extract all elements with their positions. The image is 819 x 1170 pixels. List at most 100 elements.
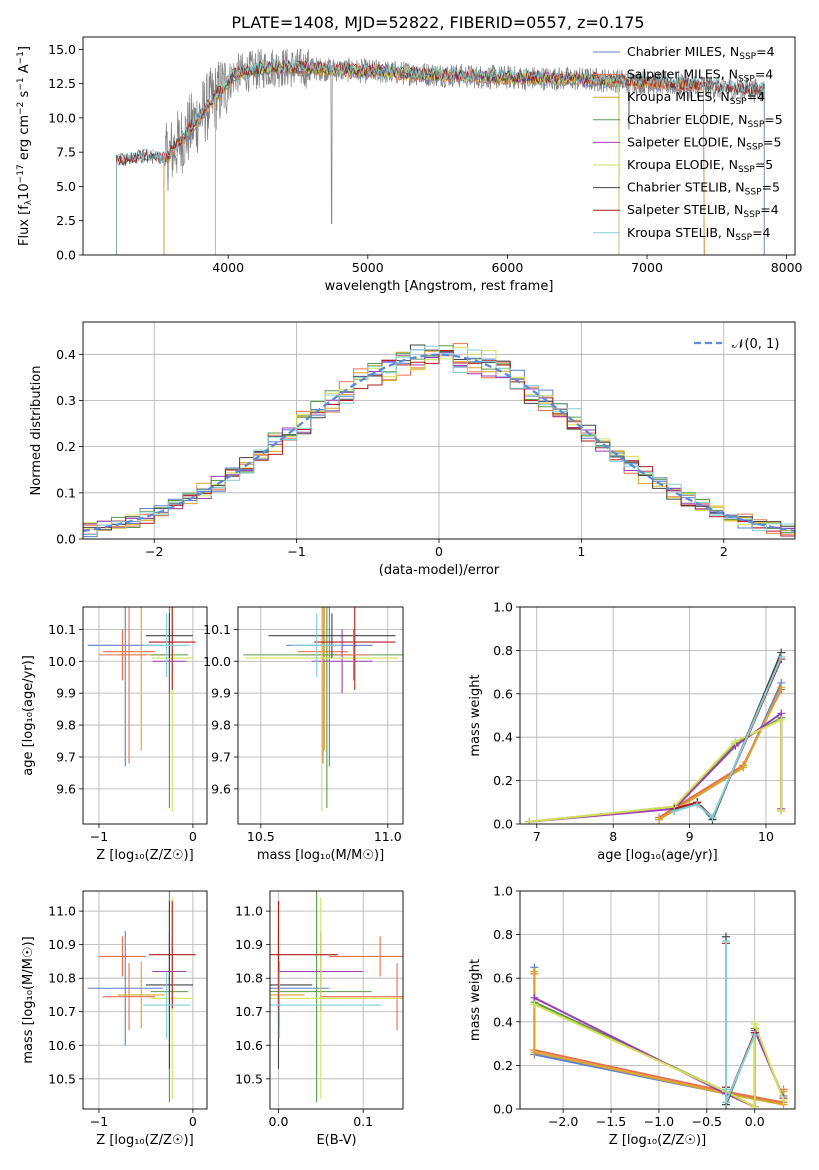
weight-vs-Z-ytick-label: 0.6: [493, 971, 513, 986]
mass-vs-EBV-xlabel: E(B-V): [316, 1133, 356, 1148]
legend-entry: Kroupa ELODIE, NSSP=5: [627, 157, 773, 175]
weight-vs-Z-xtick-label: −0.5: [692, 1114, 722, 1129]
weight-series-line: [725, 936, 756, 1106]
spectrum-ytick-label: 15.0: [48, 42, 76, 57]
weight-vs-age-ytick-label: 0.2: [493, 773, 513, 788]
mass-vs-Z-ytick-label: 10.7: [48, 1004, 76, 1019]
weight-vs-Z-xtick-label: −1.0: [644, 1114, 674, 1129]
mass-vs-Z-frame: [82, 890, 208, 1110]
model-spectrum-line: [163, 62, 705, 255]
weight-vs-Z-plot-area: [530, 932, 788, 1109]
weight-vs-Z-ytick-label: 0.8: [493, 927, 513, 942]
weight-point-marker: [693, 800, 702, 809]
weight-vs-Z-ytick-label: 0.0: [493, 1102, 513, 1117]
age-vs-mass-ytick-label: 9.9: [211, 686, 231, 701]
age-vs-Z-ytick-label: 9.7: [56, 749, 76, 764]
age-vs-mass-xtick-label: 10.5: [247, 829, 275, 844]
weight-vs-Z-xtick-label: −1.5: [596, 1114, 626, 1129]
spectrum-ytick-label: 2.5: [56, 213, 76, 228]
weight-vs-age-xlabel: age [log₁₀(age/yr)]: [597, 848, 718, 863]
residuals-ytick-label: 0.2: [56, 439, 76, 454]
weight-point-marker: [750, 1019, 759, 1028]
mass-vs-EBV-ytick-label: 11.0: [235, 904, 263, 919]
weight-vs-age-xtick-label: 9: [686, 829, 694, 844]
plots-container: 4000 5000 6000 7000 80000.02.55.07.510.012.5…: [16, 36, 803, 1148]
residuals-xtick-label: −2: [145, 544, 163, 559]
mass-vs-EBV-ytick-label: 10.6: [235, 1038, 263, 1053]
model-spectrum-line: [116, 58, 765, 255]
age-vs-Z-ytick-label: 10.1: [48, 622, 76, 637]
weight-vs-age-ytick-label: 0.0: [493, 817, 513, 832]
weight-vs-age-ytick-label: 0.6: [493, 686, 513, 701]
legend-entry: Kroupa MILES, NSSP=4: [627, 89, 765, 107]
spectrum-ytick-label: 5.0: [56, 179, 76, 194]
residuals-xtick-label: 0: [435, 544, 443, 559]
weight-vs-age-ytick-label: 1.0: [493, 600, 513, 615]
weight-vs-age-plot-area: [525, 648, 786, 824]
model-spectrum-line: [163, 62, 705, 255]
mass-vs-EBV-ytick-label: 10.7: [235, 1004, 263, 1019]
weight-point-marker: [708, 813, 717, 822]
spectrum-legend: Chabrier MILES, NSSP=4 Salpeter MILES, NS…: [593, 44, 783, 243]
age-vs-mass-frame: [237, 606, 404, 825]
spectrum-ytick-label: 10.0: [48, 110, 76, 125]
mass-vs-Z-xlabel: Z [log₁₀(Z/Z☉)]: [96, 1133, 193, 1148]
normal-legend-label: 𝒩(0, 1): [732, 337, 779, 352]
mass-vs-EBV-plot-area: [270, 891, 403, 1103]
mass-vs-Z-xtick-label: 0: [189, 1114, 197, 1129]
age-vs-Z-xtick-label: 0: [189, 829, 197, 844]
age-vs-Z-frame: [82, 606, 208, 825]
mass-vs-Z-ylabel: mass [log₁₀(M/M☉)]: [21, 936, 36, 1063]
mass-vs-Z-ytick-label: 10.6: [48, 1038, 76, 1053]
age-vs-mass-ytick-label: 9.6: [211, 781, 231, 796]
spectrum-xtick-label: 6000: [492, 260, 524, 275]
weight-vs-age-xtick-label: 7: [533, 829, 541, 844]
mass-vs-Z-xtick-label: −1: [90, 1114, 108, 1129]
normal-curve-line: [83, 353, 795, 533]
spectrum-frame: [82, 36, 796, 256]
weight-point-marker: [731, 737, 740, 746]
weight-series-line: [725, 941, 756, 1104]
weight-point-marker: [530, 967, 539, 976]
residual-histogram-line: [83, 345, 795, 536]
spectrum-xtick-label: 4000: [212, 260, 244, 275]
mass-vs-Z-ytick-label: 10.8: [48, 971, 76, 986]
residuals-ytick-label: 0.0: [56, 532, 76, 547]
legend-entry: Chabrier MILES, NSSP=4: [627, 44, 775, 62]
mass-vs-Z-ytick-label: 10.9: [48, 937, 76, 952]
mass-vs-EBV-ytick-label: 10.5: [235, 1071, 263, 1086]
legend-entry: Salpeter ELODIE, NSSP=5: [627, 134, 781, 152]
weight-point-marker: [655, 815, 664, 824]
age-vs-mass-axes: 10.5 11.0 9.6 9.7 9.8 9.9 10.0 10.1 mass [log₁₀(…: [203, 606, 404, 863]
spectrum-xlabel: wavelength [Angstrom, rest frame]: [325, 279, 554, 294]
spectrum-xtick-label: 5000: [352, 260, 384, 275]
weight-point-marker: [722, 1098, 731, 1107]
mass-vs-EBV-xtick-label: 0.1: [353, 1114, 373, 1129]
legend-entry: Salpeter MILES, NSSP=4: [627, 67, 773, 85]
weight-point-marker: [670, 806, 679, 815]
weight-vs-Z-ytick-label: 0.2: [493, 1058, 513, 1073]
weight-vs-age-axes: 7 8 9 10 0.0 0.2 0.4 0.6 0.8 1.0 age [log₁₀(age/yr…: [468, 600, 796, 863]
model-spectrum-line: [215, 61, 620, 255]
age-vs-mass-xlabel: mass [log₁₀(M/M☉)]: [257, 848, 384, 863]
age-vs-mass-ytick-label: 10.0: [203, 654, 231, 669]
mass-vs-EBV-ytick-label: 10.9: [235, 937, 263, 952]
weight-vs-Z-xtick-label: 0.0: [745, 1114, 765, 1129]
spectrum-ytick-label: 12.5: [48, 76, 76, 91]
legend-entry: Salpeter STELIB, NSSP=4: [627, 202, 779, 220]
residuals-xlabel: (data-model)/error: [379, 563, 500, 578]
weight-vs-age-ytick-label: 0.4: [493, 730, 513, 745]
mass-vs-Z-axes: −1 0 10.5 10.6 10.7 10.8 10.9 11.0 Z [log₁₀(Z/Z☉…: [21, 890, 208, 1148]
residuals-ylabel: Normed distribution: [29, 366, 44, 496]
weight-vs-Z-xtick-label: −2.0: [548, 1114, 578, 1129]
age-vs-Z-ytick-label: 9.6: [56, 781, 76, 796]
residuals-xtick-label: −1: [287, 544, 305, 559]
age-vs-mass-plot-area: [243, 607, 403, 812]
weight-series-line: [674, 658, 783, 819]
spectrum-ytick-label: 0.0: [56, 248, 76, 263]
age-vs-Z-ylabel: age [log₁₀(age/yr)]: [21, 655, 36, 776]
legend-entry: Chabrier STELIB, NSSP=5: [627, 180, 780, 198]
model-spectrum-line: [163, 62, 705, 255]
weight-vs-Z-frame: [519, 890, 796, 1110]
weight-point-marker: [777, 715, 786, 724]
